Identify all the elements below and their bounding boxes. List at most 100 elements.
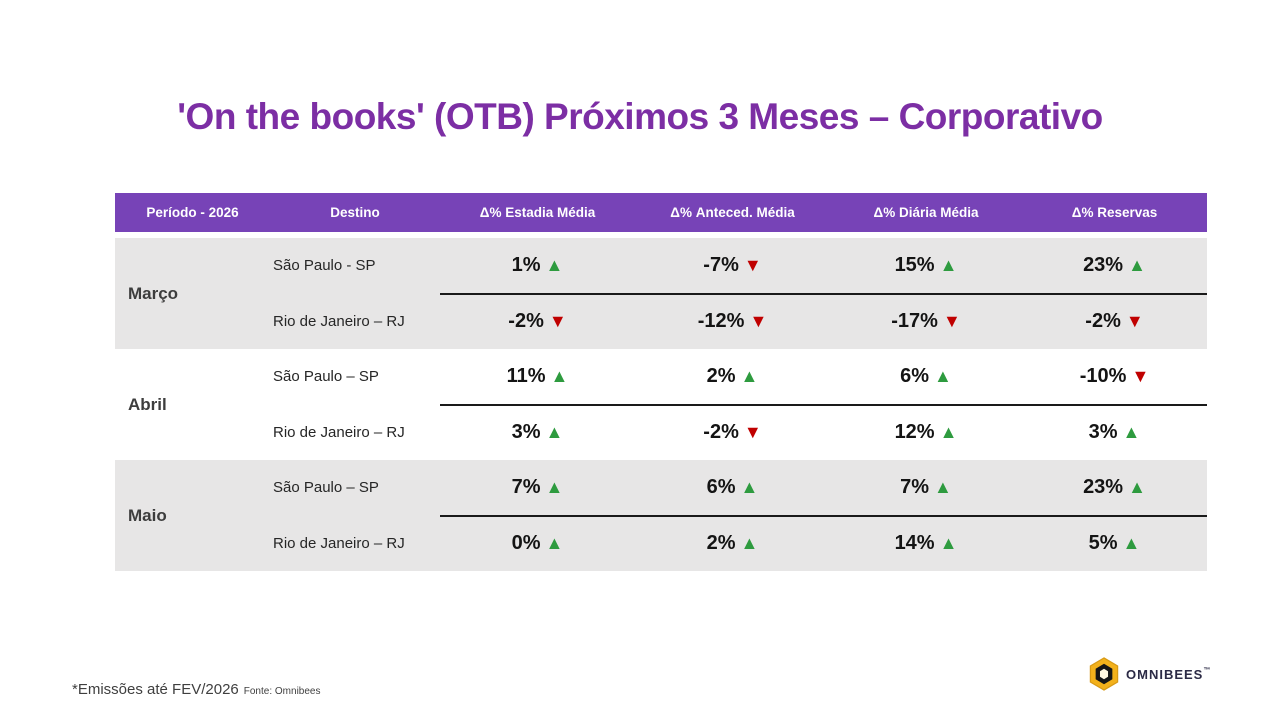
delta-value: 14% [894, 531, 935, 554]
trend-arrow-icon: ▲ [740, 532, 759, 553]
delta-estadia-cell: 11% ▲ [440, 365, 635, 388]
delta-value: -12% [697, 309, 745, 332]
column-header-destino: Destino [330, 205, 380, 220]
column-header-reservas: Δ% Reservas [1071, 205, 1158, 220]
table-row: São Paulo – SP 7% ▲ 6% ▲ 7% ▲ 23% ▲ [270, 460, 1207, 516]
delta-anteced-cell: -2% ▼ [635, 421, 830, 444]
row-divider [440, 403, 1207, 406]
table-row: São Paulo - SP 1% ▲ -7% ▼ 15% ▲ 23% ▲ [270, 238, 1207, 294]
footnote-text: *Emissões até FEV/2026 [72, 681, 239, 698]
delta-value: -2% [703, 420, 739, 443]
delta-value: -2% [508, 309, 544, 332]
delta-reservas-cell: 23% ▲ [1022, 476, 1207, 499]
omnibees-logo: OMNIBEES™ [1088, 657, 1211, 691]
period-label: Maio [128, 505, 167, 525]
trend-arrow-icon: ▲ [545, 255, 564, 276]
delta-value: 12% [894, 420, 935, 443]
period-label: Março [128, 283, 179, 303]
delta-reservas-cell: 5% ▲ [1022, 532, 1207, 555]
trend-arrow-icon: ▲ [939, 255, 958, 276]
month-rows: São Paulo - SP 1% ▲ -7% ▼ 15% ▲ 23% ▲ Rio de… [270, 238, 1207, 349]
delta-value: 7% [900, 476, 930, 499]
delta-anteced-cell: 2% ▲ [635, 532, 830, 555]
trend-arrow-icon: ▲ [1122, 421, 1141, 442]
delta-value: 23% [1083, 254, 1124, 277]
logo-wordmark: OMNIBEES™ [1126, 667, 1211, 682]
delta-value: 6% [900, 365, 930, 388]
month-band-abril: Abril São Paulo – SP 11% ▲ 2% ▲ 6% ▲ -10% ▼ … [115, 349, 1207, 460]
trend-arrow-icon: ▲ [545, 477, 564, 498]
header-gap [115, 232, 1207, 238]
footnote: *Emissões até FEV/2026 Fonte: Omnibees [72, 681, 320, 698]
delta-value: 2% [706, 531, 736, 554]
delta-estadia-cell: 0% ▲ [440, 532, 635, 555]
delta-estadia-cell: 3% ▲ [440, 421, 635, 444]
trend-arrow-icon: ▲ [1122, 532, 1141, 553]
otb-table: Período - 2026 Destino Δ% Estadia Média … [115, 193, 1207, 571]
delta-reservas-cell: 3% ▲ [1022, 421, 1207, 444]
trend-arrow-icon: ▲ [939, 421, 958, 442]
omnibees-hexagon-icon [1089, 657, 1119, 691]
destination-label: São Paulo - SP [273, 257, 376, 275]
delta-value: 6% [706, 476, 736, 499]
month-band-maio: Maio São Paulo – SP 7% ▲ 6% ▲ 7% ▲ 23% ▲ Rio… [115, 460, 1207, 571]
delta-value: -2% [1085, 309, 1121, 332]
delta-value: 11% [506, 365, 546, 388]
column-header-periodo: Período - 2026 [146, 205, 239, 220]
delta-anteced-cell: 6% ▲ [635, 476, 830, 499]
destination-label: Rio de Janeiro – RJ [273, 312, 405, 330]
delta-value: 0% [511, 531, 541, 554]
delta-value: 23% [1083, 476, 1124, 499]
slide-title: 'On the books' (OTB) Próximos 3 Meses – … [177, 96, 1103, 137]
table-header-row: Período - 2026 Destino Δ% Estadia Média … [115, 193, 1207, 232]
trend-arrow-icon: ▼ [942, 310, 961, 331]
delta-value: -17% [891, 309, 938, 332]
destination-label: São Paulo – SP [273, 368, 379, 386]
destination-label: Rio de Janeiro – RJ [273, 534, 405, 552]
delta-value: 3% [511, 420, 541, 443]
delta-anteced-cell: -7% ▼ [635, 254, 830, 277]
delta-reservas-cell: 23% ▲ [1022, 254, 1207, 277]
delta-estadia-cell: -2% ▼ [440, 310, 635, 333]
delta-value: 3% [1088, 420, 1118, 443]
month-band-marco: Março São Paulo - SP 1% ▲ -7% ▼ 15% ▲ 23% ▲ … [115, 238, 1207, 349]
destination-label: São Paulo – SP [273, 479, 379, 497]
table-row: São Paulo – SP 11% ▲ 2% ▲ 6% ▲ -10% ▼ [270, 349, 1207, 405]
trend-arrow-icon: ▲ [740, 477, 759, 498]
row-divider [440, 514, 1207, 517]
delta-value: 15% [894, 254, 935, 277]
trend-arrow-icon: ▼ [1125, 310, 1144, 331]
column-header-diaria-media: Δ% Diária Média [873, 205, 979, 220]
trend-arrow-icon: ▼ [1131, 366, 1150, 387]
footnote-source: Fonte: Omnibees [243, 686, 321, 697]
delta-value: 1% [511, 254, 541, 277]
delta-diaria-cell: 12% ▲ [830, 421, 1022, 444]
table-row: Rio de Janeiro – RJ 3% ▲ -2% ▼ 12% ▲ 3% ▲ [270, 405, 1207, 461]
trend-arrow-icon: ▲ [1128, 255, 1146, 276]
month-rows: São Paulo – SP 11% ▲ 2% ▲ 6% ▲ -10% ▼ Rio de… [270, 349, 1207, 460]
delta-anteced-cell: 2% ▲ [635, 365, 830, 388]
row-divider [440, 292, 1207, 295]
trademark-symbol: ™ [1203, 666, 1212, 674]
trend-arrow-icon: ▼ [743, 421, 762, 442]
delta-value: -7% [703, 254, 739, 277]
trend-arrow-icon: ▲ [934, 477, 952, 498]
trend-arrow-icon: ▼ [749, 310, 768, 331]
delta-diaria-cell: 7% ▲ [830, 476, 1022, 499]
trend-arrow-icon: ▲ [550, 366, 569, 387]
trend-arrow-icon: ▼ [548, 310, 567, 331]
trend-arrow-icon: ▲ [939, 532, 958, 553]
period-label: Abril [128, 394, 167, 414]
delta-value: 7% [511, 476, 541, 499]
month-rows: São Paulo – SP 7% ▲ 6% ▲ 7% ▲ 23% ▲ Rio de J… [270, 460, 1207, 571]
delta-diaria-cell: -17% ▼ [830, 310, 1022, 333]
delta-reservas-cell: -2% ▼ [1022, 310, 1207, 333]
column-header-anteced-media: Δ% Anteced. Média [670, 205, 795, 220]
trend-arrow-icon: ▼ [743, 255, 762, 276]
delta-diaria-cell: 14% ▲ [830, 532, 1022, 555]
delta-value: 5% [1088, 531, 1118, 554]
delta-diaria-cell: 15% ▲ [830, 254, 1022, 277]
delta-diaria-cell: 6% ▲ [830, 365, 1022, 388]
delta-estadia-cell: 7% ▲ [440, 476, 635, 499]
